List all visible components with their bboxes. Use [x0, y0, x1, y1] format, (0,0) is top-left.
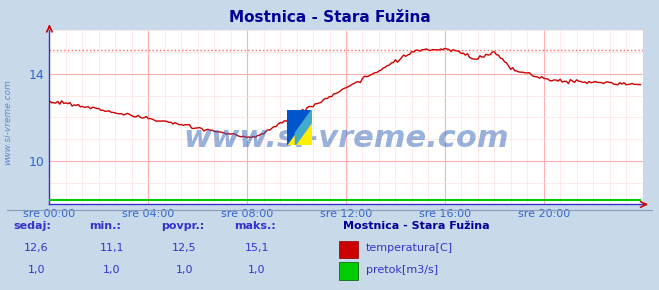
Polygon shape [295, 110, 312, 145]
Text: www.si-vreme.com: www.si-vreme.com [3, 79, 13, 165]
Text: Mostnica - Stara Fužina: Mostnica - Stara Fužina [343, 221, 489, 231]
Text: 12,5: 12,5 [172, 243, 197, 253]
Text: min.:: min.: [89, 221, 121, 231]
Text: 1,0: 1,0 [28, 264, 45, 275]
Text: pretok[m3/s]: pretok[m3/s] [366, 264, 438, 275]
Text: www.si-vreme.com: www.si-vreme.com [183, 124, 509, 153]
Polygon shape [287, 110, 312, 145]
Text: sedaj:: sedaj: [13, 221, 51, 231]
Text: povpr.:: povpr.: [161, 221, 205, 231]
Text: 1,0: 1,0 [248, 264, 266, 275]
Text: maks.:: maks.: [234, 221, 275, 231]
Text: 1,0: 1,0 [176, 264, 193, 275]
Text: temperatura[C]: temperatura[C] [366, 243, 453, 253]
Polygon shape [287, 110, 312, 145]
Text: 1,0: 1,0 [103, 264, 121, 275]
Text: Mostnica - Stara Fužina: Mostnica - Stara Fužina [229, 10, 430, 25]
Text: 12,6: 12,6 [24, 243, 49, 253]
Text: 11,1: 11,1 [100, 243, 125, 253]
Text: 15,1: 15,1 [244, 243, 270, 253]
